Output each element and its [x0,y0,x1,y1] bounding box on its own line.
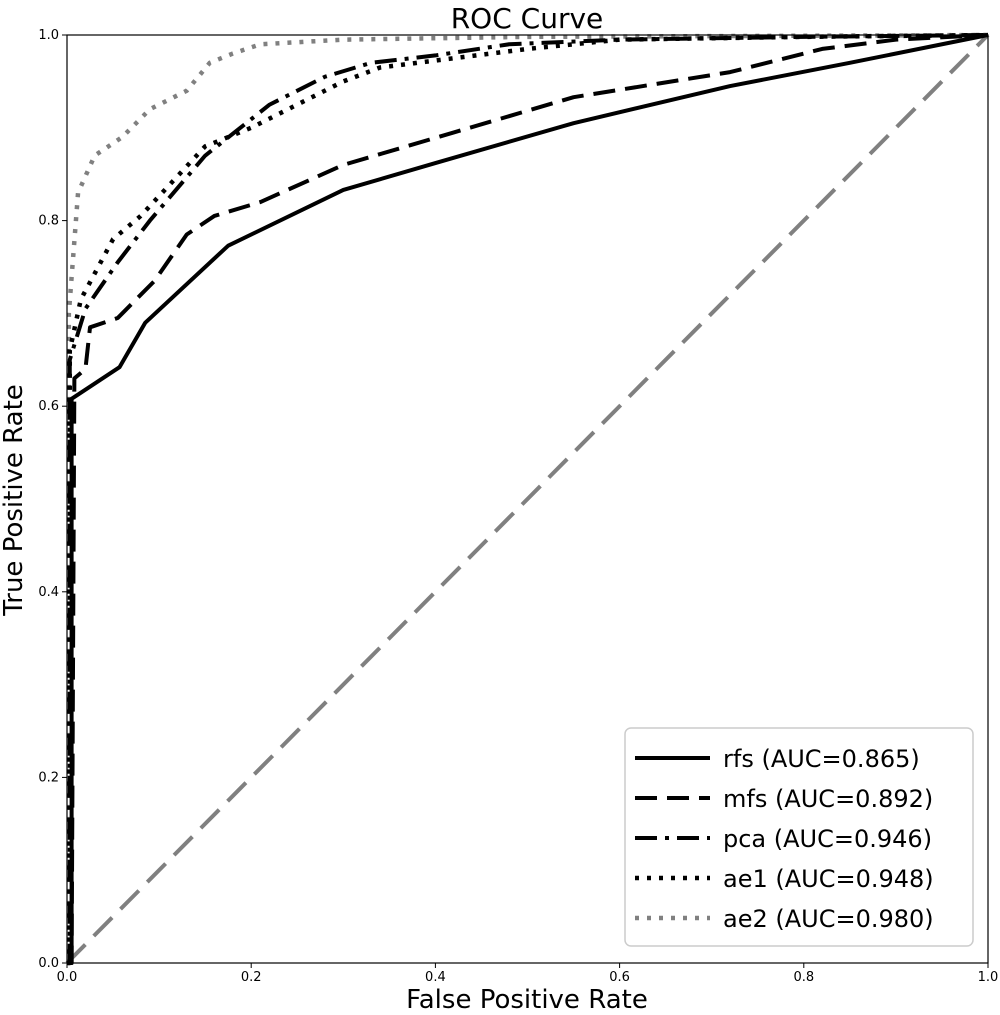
y-tick-label: 0.6 [38,399,59,414]
y-axis-ticks: 0.0 0.2 0.4 0.6 0.8 1.0 [38,28,67,971]
x-tick-label: 0.4 [425,970,446,985]
x-tick-label: 0.8 [793,970,814,985]
y-tick-label: 1.0 [38,28,59,43]
y-axis-title: True Positive Rate [0,384,29,617]
y-tick-label: 0.4 [38,585,59,600]
legend-label-ae1: ae1 (AUC=0.948) [723,865,934,893]
legend-label-rfs: rfs (AUC=0.865) [723,745,920,773]
y-tick-label: 0.8 [38,214,59,229]
x-tick-label: 0.0 [57,970,78,985]
legend-label-ae2: ae2 (AUC=0.980) [723,905,934,933]
y-tick-label: 0.0 [38,956,59,971]
legend-label-mfs: mfs (AUC=0.892) [723,785,933,813]
x-tick-label: 0.6 [609,970,630,985]
chart-title: ROC Curve [451,2,604,35]
legend-label-pca: pca (AUC=0.946) [723,825,932,853]
x-axis-title: False Positive Rate [406,985,648,1015]
x-axis-ticks: 0.0 0.2 0.4 0.6 0.8 1.0 [57,963,999,985]
y-tick-label: 0.2 [38,770,59,785]
x-tick-label: 0.2 [241,970,262,985]
legend: rfs (AUC=0.865) mfs (AUC=0.892) pca (AUC=0… [625,728,973,946]
x-tick-label: 1.0 [978,970,999,985]
roc-chart: ROC Curve False Positive Rate True Posit… [0,0,1000,1015]
